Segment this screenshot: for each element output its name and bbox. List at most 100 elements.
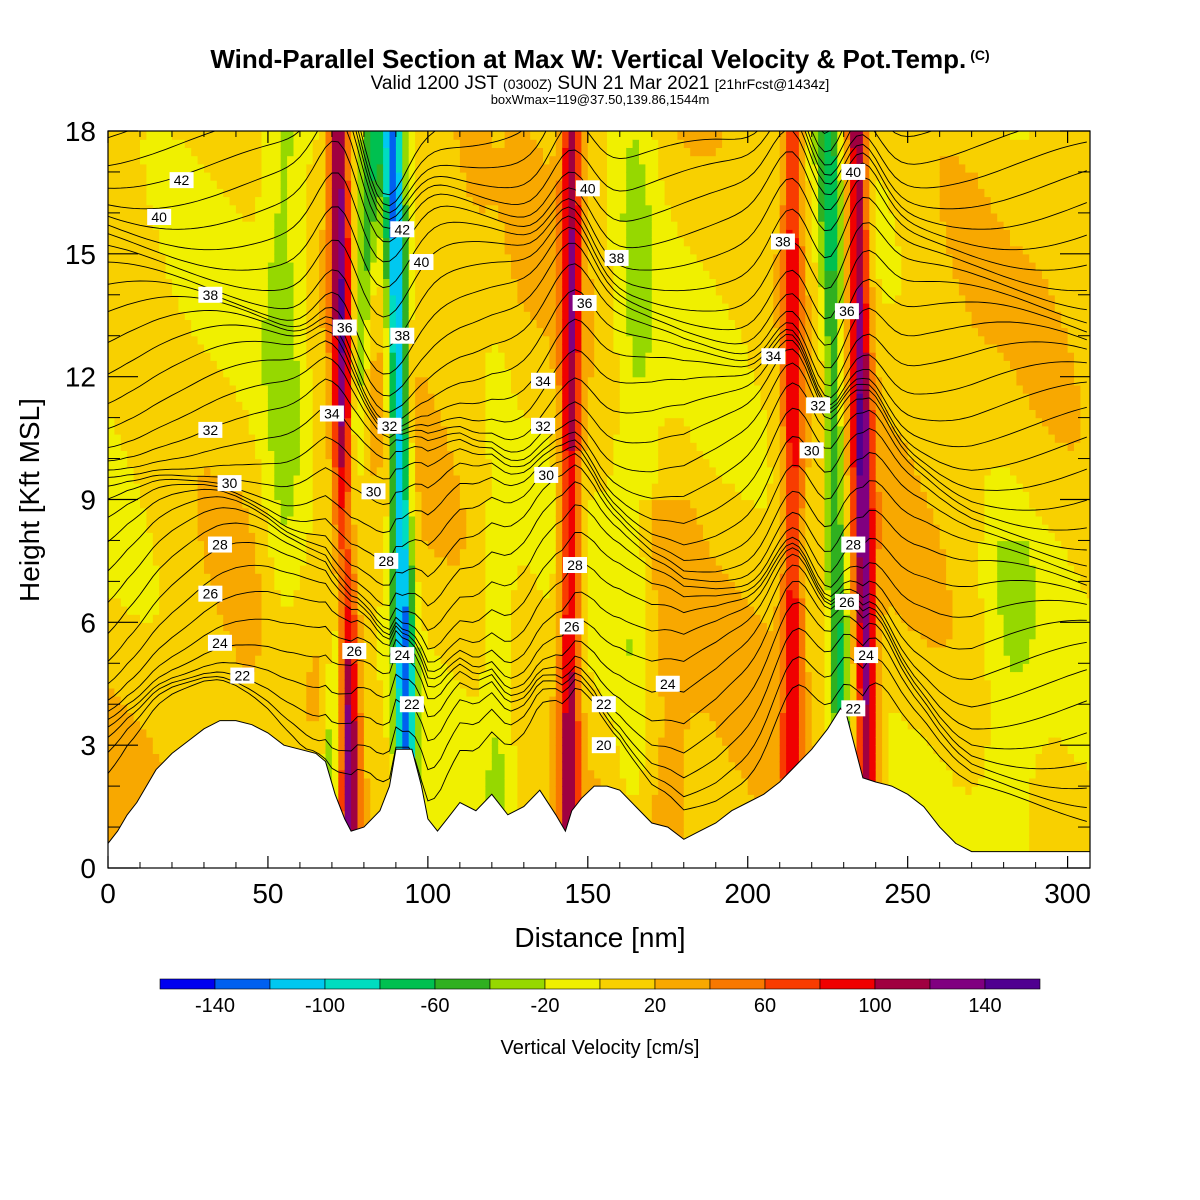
theta-contour bbox=[108, 547, 1087, 685]
chart-subtitle-2: boxWmax=119@37.50,139.86,1544m bbox=[490, 92, 710, 107]
contour-label: 36 bbox=[834, 303, 859, 320]
colorbar-swatch bbox=[214, 978, 271, 990]
theta-contour bbox=[108, 601, 1087, 770]
theta-contour bbox=[108, 348, 1087, 471]
colorbar-swatch bbox=[654, 978, 711, 990]
theta-contour bbox=[108, 504, 1087, 631]
x-tick-label: 250 bbox=[884, 878, 931, 909]
theta-contour bbox=[108, 541, 1087, 663]
contour-label: 42 bbox=[169, 172, 194, 189]
theta-contour bbox=[108, 289, 1087, 424]
x-tick-label: 100 bbox=[405, 878, 452, 909]
contour-label: 32 bbox=[531, 417, 556, 434]
theta-contour bbox=[108, 226, 1087, 375]
y-tick-label: 12 bbox=[65, 362, 96, 393]
contour-label: 24 bbox=[854, 647, 879, 664]
colorbar-swatch bbox=[984, 978, 1041, 990]
colorbar-swatch bbox=[819, 978, 876, 990]
contour-label: 22 bbox=[399, 696, 424, 713]
contour-label: 24 bbox=[207, 634, 232, 651]
contour-label: 24 bbox=[390, 647, 415, 664]
colorbar-swatch bbox=[599, 978, 656, 990]
theta-contour bbox=[108, 339, 1087, 449]
theta-contour bbox=[108, 522, 1087, 650]
theta-contour bbox=[108, 362, 1087, 491]
contour-label: 32 bbox=[198, 421, 223, 438]
contour-label: 40 bbox=[147, 208, 172, 225]
contour-label: 28 bbox=[207, 536, 232, 553]
colorbar: -140 -100 -60 -20 20 60 100 140 bbox=[159, 978, 1041, 1017]
x-tick-label: 50 bbox=[252, 878, 283, 909]
theta-contour bbox=[108, 131, 1087, 229]
y-tick-label: 18 bbox=[65, 116, 96, 147]
theta-contour bbox=[108, 564, 1087, 730]
contour-label: 38 bbox=[198, 286, 223, 303]
y-tick-label: 9 bbox=[80, 485, 96, 516]
colorbar-swatch bbox=[489, 978, 546, 990]
copyright-mark: (C) bbox=[970, 47, 990, 63]
colorbar-swatch bbox=[544, 978, 601, 990]
x-tick-label: 150 bbox=[564, 878, 611, 909]
contour-label: 22 bbox=[841, 700, 866, 717]
contour-label: 26 bbox=[342, 642, 367, 659]
theta-contour bbox=[108, 242, 1087, 397]
theta-contour bbox=[108, 427, 1087, 551]
theta-contour bbox=[108, 318, 1087, 430]
theta-contour bbox=[108, 131, 1087, 243]
colorbar-tick-label: 60 bbox=[754, 995, 776, 1017]
contour-label: 20 bbox=[591, 737, 616, 754]
x-tick-label: 200 bbox=[724, 878, 771, 909]
contour-label: 36 bbox=[332, 319, 357, 336]
theta-contour bbox=[108, 481, 1087, 607]
colorbar-swatch bbox=[324, 978, 381, 990]
theta-contour bbox=[108, 580, 1087, 750]
contour-label: 38 bbox=[604, 250, 629, 266]
theta-contour bbox=[108, 263, 1087, 413]
theta-contour bbox=[108, 553, 1087, 708]
contour-label: 40 bbox=[575, 180, 600, 197]
contour-label: 26 bbox=[198, 585, 223, 602]
contour-label: 32 bbox=[377, 417, 402, 434]
colorbar-tick-label: -60 bbox=[421, 995, 450, 1017]
theta-contour bbox=[108, 131, 1087, 220]
colorbar-label: Vertical Velocity [cm/s] bbox=[500, 1037, 700, 1059]
contour-label: 34 bbox=[761, 348, 786, 365]
contour-label: 42 bbox=[390, 221, 415, 238]
colorbar-tick-label: 20 bbox=[644, 995, 666, 1017]
theta-contour bbox=[108, 151, 1087, 263]
contour-label: 22 bbox=[230, 667, 255, 684]
contour-label: 26 bbox=[559, 618, 584, 635]
contour-label: 28 bbox=[374, 552, 399, 569]
contour-label: 28 bbox=[841, 536, 866, 553]
y-tick-label: 0 bbox=[80, 853, 96, 884]
contour-label: 30 bbox=[534, 466, 559, 483]
theta-contour bbox=[108, 215, 1087, 348]
x-axis-label: Distance [nm] bbox=[514, 922, 686, 953]
chart-title: Wind-Parallel Section at Max W: Vertical… bbox=[210, 44, 990, 74]
contour-label: 30 bbox=[361, 483, 386, 500]
x-tick-label: 300 bbox=[1044, 878, 1091, 909]
colorbar-swatch bbox=[434, 978, 491, 990]
contour-label: 30 bbox=[217, 475, 242, 492]
theta-contour bbox=[108, 333, 1087, 434]
colorbar-swatch bbox=[379, 978, 436, 990]
contour-label: 34 bbox=[319, 405, 344, 422]
colorbar-swatch bbox=[159, 978, 216, 990]
contour-label: 28 bbox=[563, 557, 588, 574]
theta-contour bbox=[108, 131, 1021, 214]
contour-label: 34 bbox=[531, 372, 556, 389]
y-axis-label: Height [Kft MSL] bbox=[14, 398, 45, 602]
colorbar-swatch bbox=[709, 978, 766, 990]
contour-label: 32 bbox=[806, 397, 831, 414]
theta-contour bbox=[108, 176, 1087, 289]
contour-label: 26 bbox=[834, 593, 859, 610]
colorbar-tick-label: -140 bbox=[195, 995, 235, 1017]
colorbar-swatch bbox=[764, 978, 821, 990]
colorbar-tick-label: -20 bbox=[531, 995, 560, 1017]
y-tick-label: 6 bbox=[80, 607, 96, 638]
terrain-mask bbox=[108, 707, 1090, 868]
colorbar-tick-label: 140 bbox=[968, 995, 1001, 1017]
contour-label: 38 bbox=[770, 233, 795, 250]
colorbar-tick-label: 100 bbox=[858, 995, 891, 1017]
